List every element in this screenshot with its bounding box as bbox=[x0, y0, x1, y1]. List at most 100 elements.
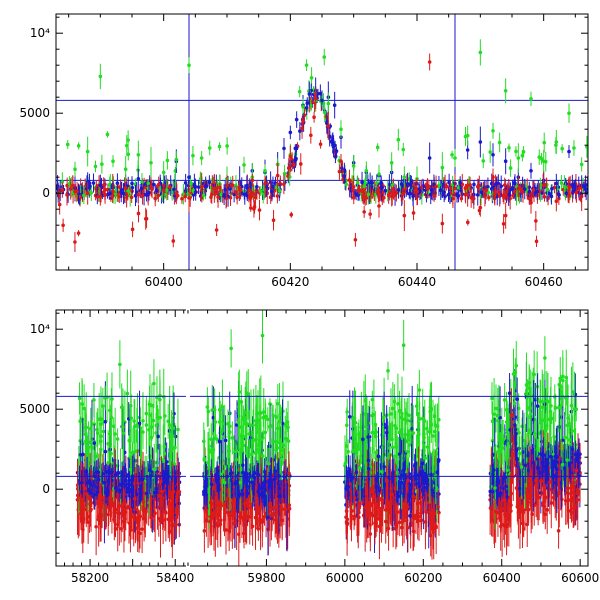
data-point bbox=[579, 194, 584, 199]
data-point bbox=[117, 194, 122, 199]
data-point bbox=[92, 398, 96, 402]
data-point bbox=[94, 525, 98, 529]
data-point bbox=[520, 153, 525, 158]
data-point bbox=[487, 195, 491, 200]
data-point bbox=[257, 411, 262, 415]
data-point bbox=[121, 502, 126, 506]
data-point bbox=[108, 495, 113, 500]
data-point bbox=[401, 147, 406, 152]
data-point bbox=[196, 185, 201, 189]
data-point bbox=[130, 185, 135, 190]
data-point bbox=[275, 173, 280, 178]
data-point bbox=[444, 184, 449, 189]
bottom-panel: 58200 58400 59800 60000 60200 60400 6060005000… bbox=[19, 308, 599, 585]
bottom-plot-area-left bbox=[75, 340, 182, 558]
data-point bbox=[77, 396, 82, 401]
data-point bbox=[102, 480, 107, 485]
data-point bbox=[320, 98, 324, 103]
data-point bbox=[294, 117, 299, 122]
data-point bbox=[126, 189, 131, 193]
data-point bbox=[154, 423, 159, 428]
data-point bbox=[89, 485, 94, 490]
data-point bbox=[155, 470, 159, 474]
data-point bbox=[241, 417, 246, 422]
data-point bbox=[374, 181, 379, 185]
data-point bbox=[502, 183, 507, 187]
data-point bbox=[153, 511, 157, 515]
data-point bbox=[121, 425, 125, 429]
data-point bbox=[121, 481, 125, 486]
data-point bbox=[274, 448, 278, 452]
data-point bbox=[60, 188, 65, 192]
data-point bbox=[465, 148, 470, 152]
x-tick-label: 60400 bbox=[145, 275, 183, 289]
data-point bbox=[292, 162, 296, 167]
data-point bbox=[339, 166, 344, 170]
data-point bbox=[282, 146, 286, 151]
data-point bbox=[409, 180, 414, 185]
data-point bbox=[100, 471, 105, 476]
data-point bbox=[534, 239, 539, 244]
data-point bbox=[254, 423, 258, 427]
data-point bbox=[440, 165, 445, 170]
data-point bbox=[98, 194, 103, 199]
data-point bbox=[119, 526, 123, 531]
data-point bbox=[230, 183, 235, 188]
data-point bbox=[147, 190, 151, 195]
data-point bbox=[266, 515, 270, 520]
data-point bbox=[93, 164, 98, 169]
data-point bbox=[564, 191, 569, 195]
x-tick-label: 60460 bbox=[525, 275, 563, 289]
data-point bbox=[214, 228, 219, 232]
data-point bbox=[472, 182, 476, 187]
data-point bbox=[257, 450, 261, 454]
data-point bbox=[511, 193, 515, 198]
data-point bbox=[154, 486, 159, 491]
data-point bbox=[89, 440, 93, 445]
data-point bbox=[282, 475, 286, 479]
data-point bbox=[201, 193, 206, 198]
data-point bbox=[199, 185, 204, 189]
data-point bbox=[151, 418, 156, 423]
data-point bbox=[96, 517, 101, 522]
data-point bbox=[113, 527, 118, 531]
data-point bbox=[126, 138, 130, 142]
data-point bbox=[188, 181, 193, 186]
data-point bbox=[112, 510, 117, 515]
data-point bbox=[571, 189, 575, 194]
data-point bbox=[450, 152, 454, 157]
data-point bbox=[82, 406, 86, 411]
data-point bbox=[136, 211, 141, 216]
data-point bbox=[98, 183, 103, 187]
data-point bbox=[442, 190, 446, 194]
data-point bbox=[280, 507, 285, 511]
data-point bbox=[152, 467, 157, 472]
data-point bbox=[156, 183, 161, 187]
data-point bbox=[161, 482, 165, 486]
data-point bbox=[425, 186, 430, 191]
data-point bbox=[164, 188, 169, 192]
data-point bbox=[95, 490, 100, 494]
data-point bbox=[379, 180, 383, 185]
data-point bbox=[149, 161, 153, 165]
data-point bbox=[294, 156, 298, 161]
data-point bbox=[127, 487, 131, 491]
data-point bbox=[501, 222, 506, 226]
data-point bbox=[263, 488, 268, 492]
data-point bbox=[216, 195, 220, 199]
data-point bbox=[322, 110, 327, 115]
data-point bbox=[98, 447, 103, 452]
top-plot-area bbox=[56, 14, 588, 270]
data-point bbox=[174, 191, 179, 195]
data-point bbox=[355, 181, 360, 185]
data-point bbox=[88, 184, 92, 189]
data-point bbox=[351, 185, 356, 189]
data-point bbox=[491, 153, 495, 157]
data-point bbox=[117, 488, 121, 492]
data-point bbox=[216, 484, 221, 488]
data-point bbox=[237, 532, 241, 537]
data-point bbox=[187, 63, 191, 67]
data-point bbox=[85, 492, 89, 496]
data-point bbox=[446, 192, 451, 197]
